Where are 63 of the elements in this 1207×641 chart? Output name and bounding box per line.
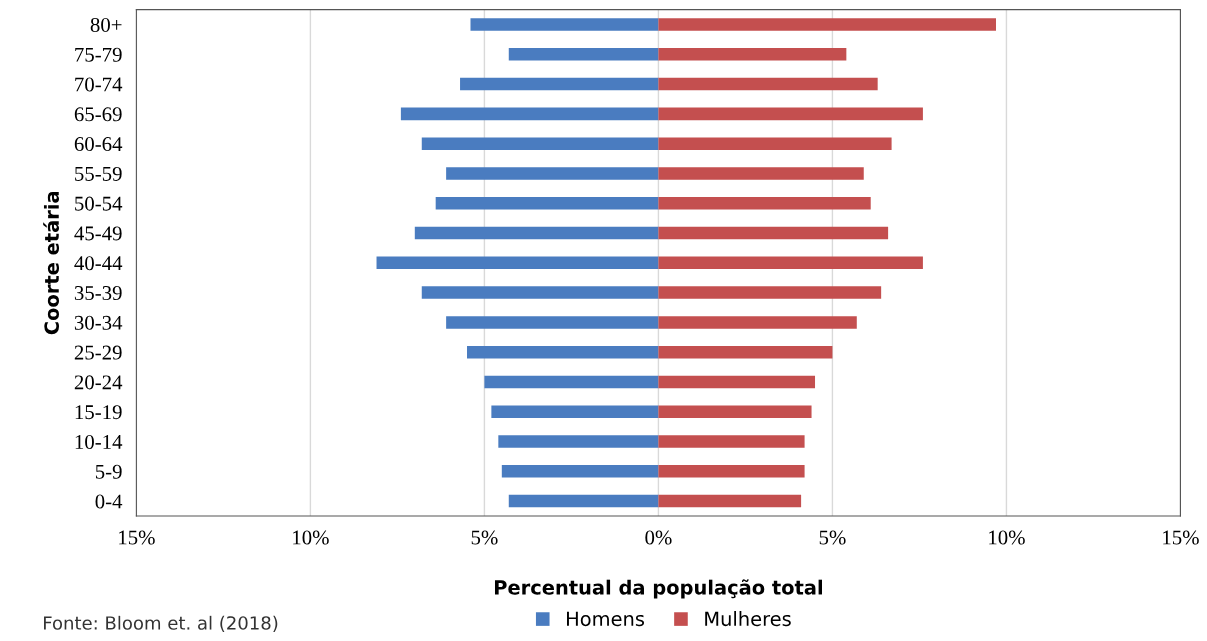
bar: [414, 226, 659, 240]
x-tick-label: 10%: [293, 530, 329, 545]
bar: [446, 316, 659, 329]
bar: [658, 465, 805, 478]
x-axis-title: Percentual da população total: [494, 579, 822, 599]
x-tick-label: 15%: [1163, 530, 1199, 545]
bar: [658, 345, 833, 359]
bar: [658, 435, 805, 448]
y-tick-label: 20-24: [74, 375, 123, 390]
source-note: Fonte: Bloom et. al (2018): [44, 615, 278, 632]
x-tick-label: 0%: [645, 530, 672, 545]
y-tick-label: 25-29: [74, 345, 122, 360]
bar: [658, 196, 871, 210]
bar: [658, 405, 812, 418]
bar: [658, 77, 878, 91]
x-tick-label: 10%: [989, 530, 1025, 545]
y-tick-label: 70-74: [75, 77, 123, 92]
legend-label: Homens: [567, 611, 645, 627]
bar: [658, 18, 996, 31]
bar: [658, 48, 847, 61]
y-tick-label: 55-59: [75, 166, 122, 181]
bar: [421, 286, 659, 299]
y-tick-label: 50-54: [75, 196, 123, 211]
y-tick-label: 65-69: [74, 107, 122, 122]
bar: [658, 167, 864, 180]
bar: [467, 345, 659, 359]
x-tick-label: 5%: [471, 530, 498, 545]
y-tick-label: 60-64: [74, 137, 123, 152]
y-tick-label: 0-4: [95, 494, 123, 509]
bar: [658, 494, 802, 508]
y-tick-label: 35-39: [74, 286, 122, 301]
bar: [484, 375, 659, 389]
x-tick-label: 15%: [119, 530, 155, 545]
bar: [400, 107, 659, 121]
bar: [658, 286, 882, 299]
y-tick-label: 80+: [90, 17, 122, 32]
bar: [658, 375, 816, 389]
bar: [460, 77, 659, 91]
y-tick-label: 15-19: [75, 405, 122, 420]
legend-label: Mulheres: [705, 611, 791, 627]
y-tick-label: 10-14: [75, 434, 123, 449]
y-tick-label: 5-9: [95, 464, 122, 479]
x-tick-label: 5%: [819, 530, 846, 545]
bar: [376, 256, 659, 270]
y-tick-label: 40-44: [74, 256, 123, 271]
bar: [491, 405, 659, 418]
bar: [508, 48, 659, 61]
bar: [435, 196, 659, 210]
y-tick-label: 45-49: [74, 226, 122, 241]
bar: [470, 18, 659, 31]
bar: [658, 107, 923, 121]
y-tick-label: 75-79: [75, 47, 122, 62]
bar: [501, 465, 659, 478]
bar: [658, 137, 892, 150]
bar: [658, 316, 857, 329]
bar: [498, 435, 659, 448]
bar: [658, 256, 923, 270]
bar: [446, 167, 659, 180]
bar: [421, 137, 659, 150]
y-tick-label: 30-34: [74, 315, 123, 330]
bar: [508, 494, 659, 508]
y-axis-title: Coorte etária: [43, 191, 60, 335]
bar: [658, 226, 889, 240]
